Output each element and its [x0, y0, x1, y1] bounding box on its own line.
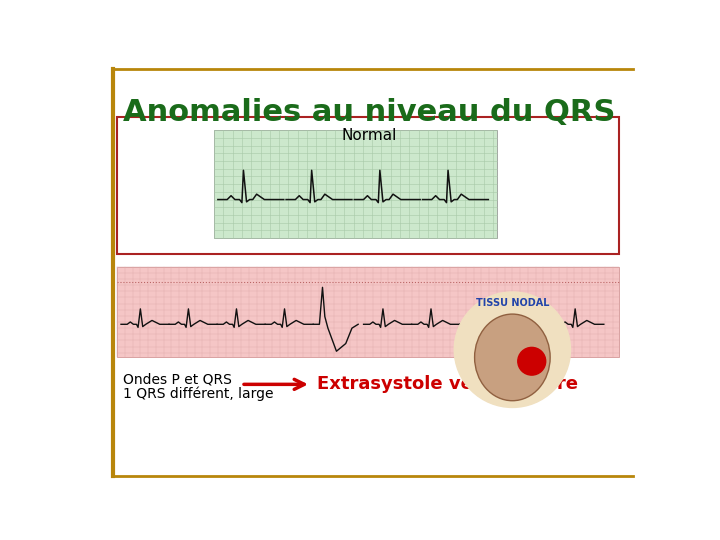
Circle shape: [518, 347, 546, 375]
Text: 1 QRS différent, large: 1 QRS différent, large: [122, 387, 273, 401]
Text: Ondes P et QRS: Ondes P et QRS: [122, 373, 231, 387]
Bar: [117, 117, 619, 254]
Text: Normal: Normal: [341, 128, 397, 143]
Circle shape: [454, 292, 570, 408]
Text: TISSU NODAL: TISSU NODAL: [476, 298, 549, 308]
Bar: [117, 267, 619, 357]
Bar: [214, 130, 497, 238]
Text: Extrasystole ventriculaire: Extrasystole ventriculaire: [317, 375, 578, 393]
Ellipse shape: [474, 314, 550, 401]
Text: Anomalies au niveau du QRS: Anomalies au niveau du QRS: [122, 98, 615, 127]
